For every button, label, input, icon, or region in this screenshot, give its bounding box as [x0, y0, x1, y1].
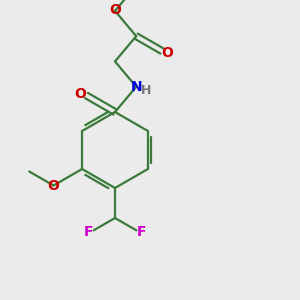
Text: O: O: [74, 88, 86, 101]
Text: O: O: [161, 46, 173, 60]
Text: O: O: [48, 178, 59, 193]
Text: H: H: [141, 84, 152, 97]
Text: F: F: [137, 225, 146, 239]
Text: N: N: [130, 80, 142, 94]
Text: F: F: [84, 225, 93, 239]
Text: O: O: [109, 3, 121, 17]
